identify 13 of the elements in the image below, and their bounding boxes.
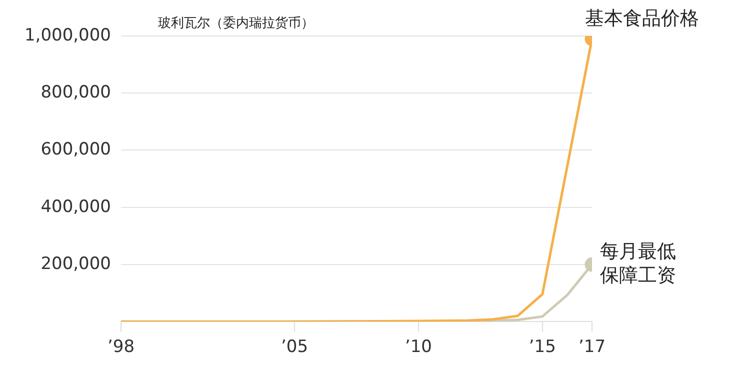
y-tick-label: 400,000 [40, 196, 111, 217]
series-label: 基本食品价格 [585, 7, 699, 30]
y-tick-label: 1,000,000 [24, 25, 111, 46]
y-tick-label: 600,000 [40, 140, 111, 160]
x-tick-label: ’05 [281, 337, 308, 358]
y-tick-label: 800,000 [40, 82, 111, 103]
x-tick-label: ’98 [107, 337, 135, 358]
x-tick-label: ’15 [528, 337, 556, 358]
x-tick-label: ’17 [578, 337, 606, 358]
y-axis-title: 玻利瓦尔（委内瑞拉货币） [158, 15, 314, 33]
series-label: 每月最低保障工资 [600, 240, 676, 286]
x-tick-label: ’10 [404, 337, 432, 358]
y-tick-label: 200,000 [40, 254, 111, 274]
